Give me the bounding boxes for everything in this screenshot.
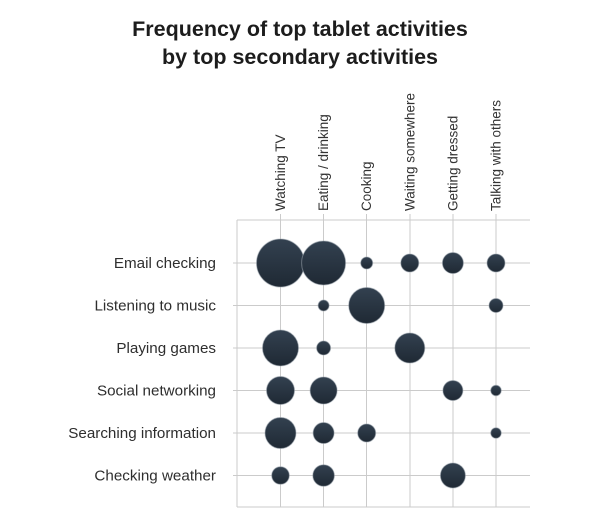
bubble-email-checking-waiting-somewhere <box>400 253 420 273</box>
chart-title-line2: by top secondary activities <box>161 45 438 69</box>
bubble-listening-to-music-cooking <box>348 287 386 324</box>
bubble-playing-games-eating-drinking <box>316 340 332 356</box>
bubble-playing-games-watching-tv <box>262 329 299 367</box>
bubble-searching-information-eating-drinking <box>312 422 335 444</box>
col-label-0: Watching TV <box>273 134 288 211</box>
column-labels: Watching TV Eating / drinking Cooking Waiti… <box>273 93 504 211</box>
chart-title-line1: Frequency of top tablet activities <box>132 17 468 41</box>
bubble-social-networking-watching-tv <box>266 376 295 405</box>
bubble-listening-to-music-talking-with-others <box>488 298 504 313</box>
bubble-checking-weather-watching-tv <box>271 466 290 485</box>
col-label-2: Cooking <box>359 161 374 211</box>
bubble-playing-games-waiting-somewhere <box>394 332 426 364</box>
bubble-social-networking-getting-dressed <box>442 380 464 401</box>
bubble-checking-weather-getting-dressed <box>439 462 466 489</box>
bubble-email-checking-talking-with-others <box>486 253 506 273</box>
bubble-searching-information-cooking <box>357 423 377 443</box>
bubble-social-networking-eating-drinking <box>309 376 338 405</box>
col-label-5: Talking with others <box>489 100 504 211</box>
chart-title: Frequency of top tablet activities by to… <box>0 15 600 71</box>
row-label-2: Playing games <box>116 340 216 357</box>
bubble-email-checking-eating-drinking <box>301 240 347 286</box>
row-label-3: Social networking <box>97 383 216 400</box>
bubbles <box>256 238 506 489</box>
bubble-email-checking-getting-dressed <box>441 252 464 274</box>
bubble-searching-information-watching-tv <box>264 417 297 449</box>
col-label-3: Waiting somewhere <box>402 93 417 211</box>
row-labels: Email checking Listening to music Playing … <box>68 255 216 485</box>
bubble-searching-information-talking-with-others <box>490 427 502 439</box>
col-label-4: Getting dressed <box>445 116 460 211</box>
row-label-1: Listening to music <box>94 298 216 315</box>
bubble-social-networking-talking-with-others <box>490 384 502 397</box>
col-label-1: Eating / drinking <box>316 114 331 211</box>
bubble-email-checking-cooking <box>360 256 374 270</box>
bubble-listening-to-music-eating-drinking <box>317 299 330 312</box>
bubble-checking-weather-eating-drinking <box>312 464 335 487</box>
row-label-5: Checking weather <box>94 468 216 485</box>
row-label-0: Email checking <box>114 255 216 272</box>
row-label-4: Searching information <box>68 425 216 442</box>
bubble-email-checking-watching-tv <box>256 238 305 288</box>
